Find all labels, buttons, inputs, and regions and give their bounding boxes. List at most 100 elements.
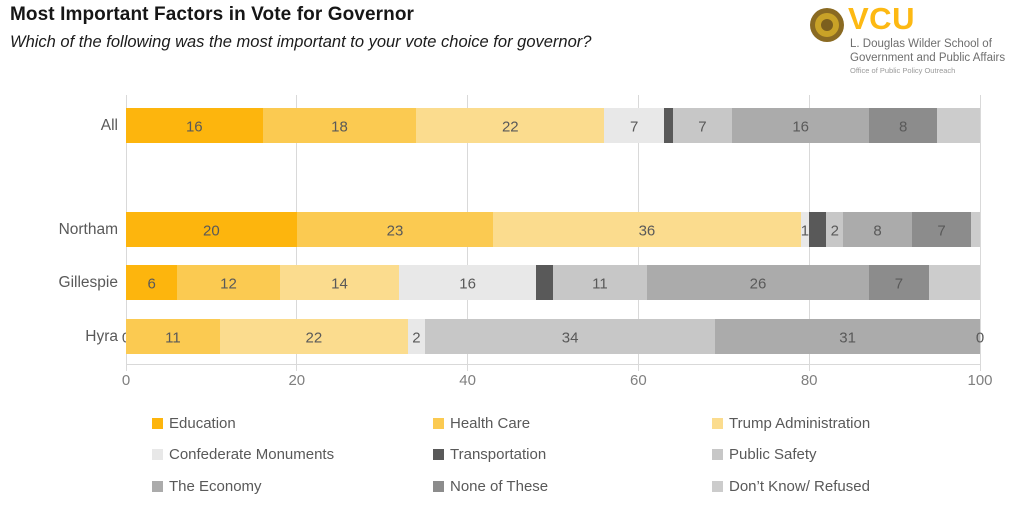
legend-label: Health Care xyxy=(450,414,531,432)
bar-segment xyxy=(715,319,980,354)
logo-school-name: L. Douglas Wilder School of Government a… xyxy=(850,38,1006,64)
bar-value-label: 16 xyxy=(792,118,809,135)
x-tick-label: 40 xyxy=(459,372,476,389)
chart-plot: 1618227716820233612876121416112670112223… xyxy=(122,95,984,371)
bar-value-label: 23 xyxy=(386,222,404,239)
legend-item: Health Care xyxy=(433,413,530,433)
bar-value-label: 8 xyxy=(898,118,908,135)
bar-segment xyxy=(843,212,912,247)
bar-value-label: 26 xyxy=(749,275,767,292)
legend-label: Public Safety xyxy=(729,445,817,463)
bar-segment xyxy=(279,265,400,300)
bar-value-label: 22 xyxy=(305,329,323,346)
bar-segment xyxy=(604,108,664,143)
legend-label: Confederate Monuments xyxy=(169,445,335,463)
category-label: Gillespie xyxy=(58,273,118,291)
bar-segment xyxy=(911,212,972,247)
gridline xyxy=(979,95,981,371)
bar-value-label: 11 xyxy=(165,329,181,346)
chart-title: Most Important Factors in Vote for Gover… xyxy=(10,4,415,25)
bar-value-label: 1 xyxy=(800,222,810,239)
x-tick-label: 100 xyxy=(967,372,993,389)
bar-value-label: 0 xyxy=(975,329,985,346)
bar-segment xyxy=(672,108,733,143)
legend-item: Confederate Monuments xyxy=(152,444,334,464)
bar-segment xyxy=(535,265,553,300)
x-axis-line xyxy=(126,364,980,365)
bar-segment xyxy=(126,265,178,300)
legend-item: Public Safety xyxy=(712,444,817,464)
bar-segment xyxy=(126,319,220,354)
legend-swatch-icon xyxy=(712,480,723,492)
legend-swatch-icon xyxy=(712,448,723,460)
legend-item: Transportation xyxy=(433,444,546,464)
bar-segment xyxy=(553,265,647,300)
bar-segment xyxy=(664,108,673,143)
bar-segment xyxy=(971,212,980,247)
bar-value-label: 7 xyxy=(698,118,707,135)
bar-value-label: 12 xyxy=(220,275,237,292)
legend-label: Education xyxy=(169,414,236,432)
vcu-wordmark: VCU xyxy=(848,1,915,36)
bar-segment xyxy=(126,212,297,247)
legend-swatch-icon xyxy=(152,417,163,429)
bar-segment xyxy=(416,108,605,143)
legend-item: The Economy xyxy=(152,476,262,496)
legend-item: Education xyxy=(152,413,236,433)
legend-label: Transportation xyxy=(450,445,547,463)
bar-value-label: 22 xyxy=(501,118,519,135)
bar-value-label: 2 xyxy=(830,222,839,239)
x-tick-label: 60 xyxy=(630,372,647,389)
bar-segment xyxy=(868,108,938,143)
bar-segment xyxy=(809,212,827,247)
bar-segment xyxy=(126,108,263,143)
logo-office-name: Office of Public Policy Outreach xyxy=(850,66,956,75)
bar-segment xyxy=(826,212,844,247)
legend-swatch-icon xyxy=(152,480,163,492)
legend-swatch-icon xyxy=(433,417,444,429)
bar-value-label: 16 xyxy=(185,118,203,135)
vcu-seal-icon xyxy=(810,8,844,42)
bar-segment xyxy=(928,265,980,300)
bar-segment xyxy=(800,212,810,247)
bar-value-label: 6 xyxy=(147,275,156,292)
legend-label: Don’t Know/ Refused xyxy=(729,477,870,495)
legend-label: The Economy xyxy=(169,477,262,495)
bar-value-label: 11 xyxy=(592,275,608,292)
legend-swatch-icon xyxy=(433,480,444,492)
legend-item: Trump Administration xyxy=(712,413,870,433)
x-tick-label: 20 xyxy=(288,372,306,389)
bar-segment xyxy=(219,319,408,354)
legend-swatch-icon xyxy=(433,448,444,460)
bar-value-label: 34 xyxy=(561,329,579,346)
bar-value-label: 18 xyxy=(331,118,348,135)
legend-swatch-icon xyxy=(712,417,723,429)
legend-label: None of These xyxy=(450,477,549,495)
legend-swatch-icon xyxy=(152,448,163,460)
bar-value-label: 7 xyxy=(894,275,904,292)
chart-subtitle: Which of the following was the most impo… xyxy=(10,33,592,51)
bar-segment xyxy=(407,319,425,354)
bar-value-label: 16 xyxy=(459,275,476,292)
category-label: Northam xyxy=(58,220,118,238)
bar-value-label: 8 xyxy=(873,222,882,239)
bar-segment xyxy=(868,265,929,300)
bar-value-label: 20 xyxy=(203,222,220,239)
legend-item: None of These xyxy=(433,476,548,496)
bar-segment xyxy=(732,108,869,143)
bar-segment xyxy=(262,108,417,143)
bar-segment xyxy=(296,212,494,247)
category-label: Hyra xyxy=(85,327,118,345)
category-label: All xyxy=(100,116,118,134)
bar-value-label: 7 xyxy=(629,118,639,135)
bar-segment xyxy=(937,108,980,143)
legend-item: Don’t Know/ Refused xyxy=(712,476,870,496)
bar-value-label: 7 xyxy=(937,222,946,239)
legend-label: Trump Administration xyxy=(729,414,871,432)
bar-value-label: 31 xyxy=(839,329,856,346)
bar-value-label: 2 xyxy=(412,329,421,346)
bar-segment xyxy=(493,212,801,247)
x-tick-label: 0 xyxy=(121,372,131,389)
bar-segment xyxy=(399,265,536,300)
